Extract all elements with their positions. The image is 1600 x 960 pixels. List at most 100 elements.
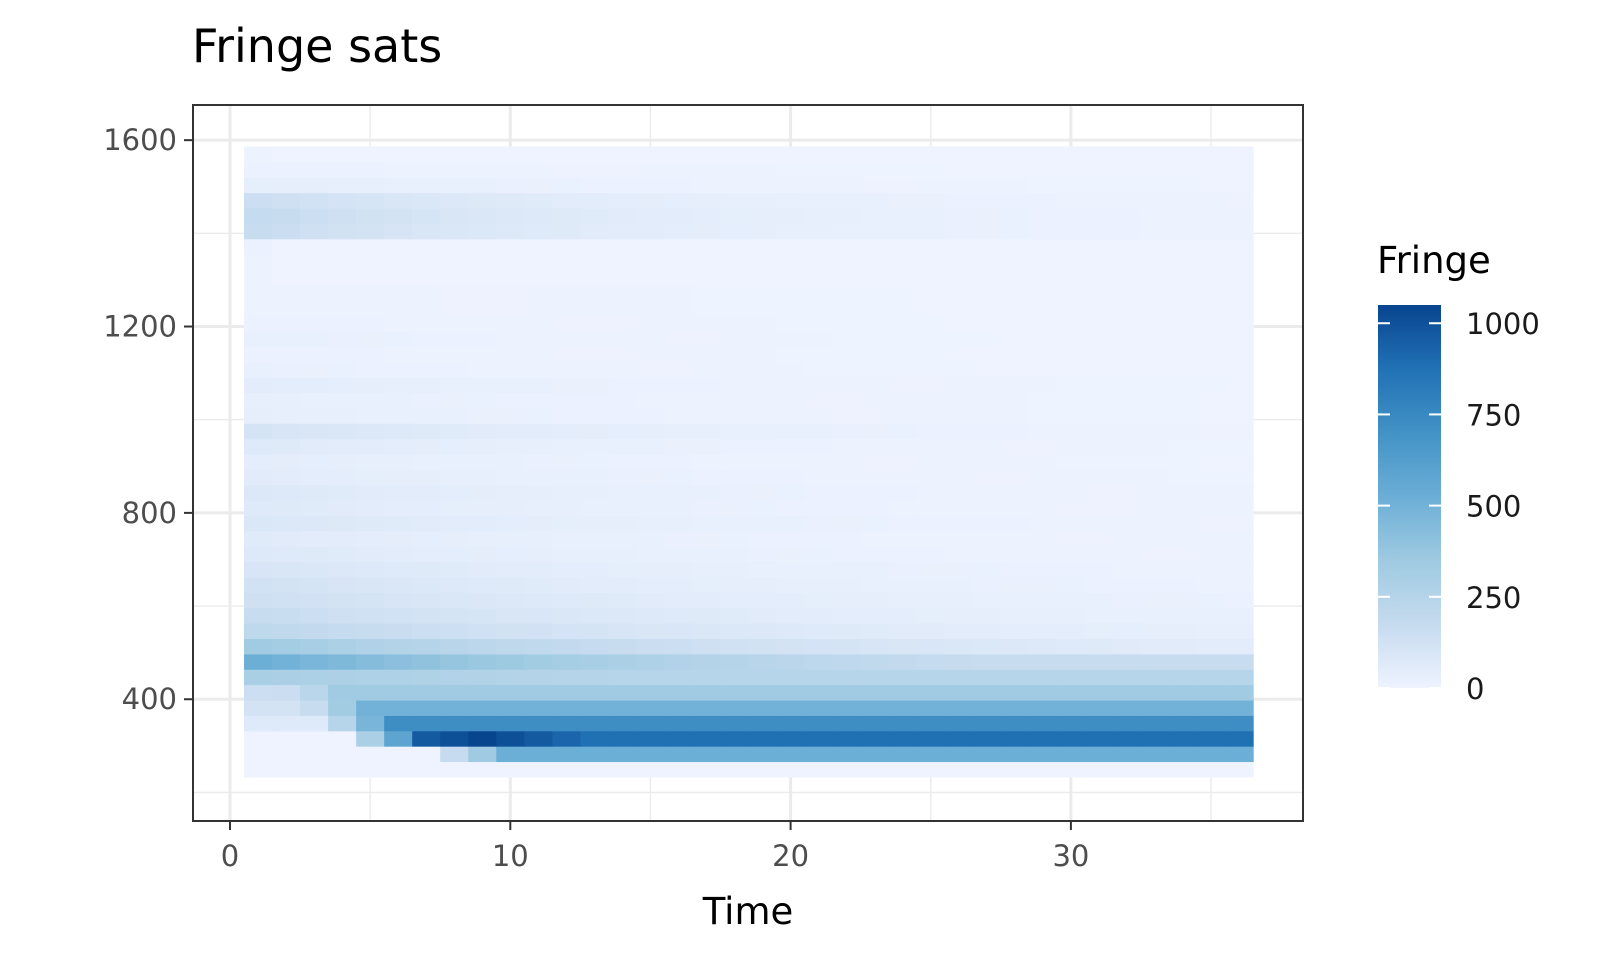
heatmap-cell [748, 300, 778, 317]
heatmap-cell [1000, 254, 1030, 271]
heatmap-cell [1225, 269, 1254, 286]
heatmap-cell [384, 207, 413, 224]
heatmap-cell [580, 546, 610, 563]
heatmap-cell [496, 207, 525, 224]
heatmap-cell [496, 146, 525, 163]
heatmap-cell [496, 500, 525, 517]
heatmap-cell [1028, 607, 1058, 624]
heatmap-cell [356, 330, 385, 347]
heatmap-cell [636, 300, 666, 317]
heatmap-cell [888, 730, 918, 747]
heatmap-cell [244, 392, 273, 409]
heatmap-cell [272, 161, 301, 178]
heatmap-cell [244, 638, 273, 655]
heatmap-cell [272, 207, 301, 224]
heatmap-cell [888, 592, 918, 609]
heatmap-cell [328, 500, 357, 517]
heatmap-cell [1056, 484, 1086, 501]
heatmap-cell [1084, 223, 1114, 240]
heatmap-cell [776, 469, 806, 486]
heatmap-cell [1028, 377, 1058, 394]
heatmap-cell [804, 377, 834, 394]
heatmap-cell [580, 592, 610, 609]
heatmap-cell [1197, 192, 1226, 209]
heatmap-cell [664, 530, 694, 547]
heatmap-cell [664, 361, 694, 378]
heatmap-cell [496, 346, 525, 363]
heatmap-cell [608, 561, 638, 578]
heatmap-cell [244, 484, 273, 501]
heatmap-cell [1028, 315, 1058, 332]
heatmap-cell [776, 161, 806, 178]
heatmap-cell [1112, 607, 1142, 624]
heatmap-cell [1000, 484, 1030, 501]
heatmap-cell [552, 392, 581, 409]
heatmap-cell [412, 146, 441, 163]
heatmap-cell [860, 330, 890, 347]
heatmap-cell [1140, 146, 1170, 163]
heatmap-cell [496, 161, 525, 178]
heatmap-cell [440, 315, 469, 332]
heatmap-cell [972, 177, 1002, 194]
heatmap-cell [356, 146, 385, 163]
y-axis: 400 800 1200 1600 [103, 123, 193, 716]
heatmap-cell [748, 561, 778, 578]
heatmap-cell [440, 484, 469, 501]
heatmap-cell [412, 330, 441, 347]
heatmap-cell [468, 269, 497, 286]
heatmap-cell [244, 284, 273, 301]
heatmap-cell [356, 453, 385, 470]
heatmap-cell [832, 530, 862, 547]
heatmap-cell [1084, 530, 1114, 547]
heatmap-cell [468, 392, 497, 409]
heatmap-cell [412, 469, 441, 486]
heatmap-cell [692, 669, 722, 686]
heatmap-cell [664, 192, 694, 209]
heatmap-cell [468, 761, 497, 778]
heatmap-cell [944, 607, 974, 624]
heatmap-cell [888, 469, 918, 486]
heatmap-cell [496, 407, 525, 424]
heatmap-cell [1169, 438, 1198, 455]
heatmap-cell [636, 623, 666, 640]
heatmap-cell [580, 453, 610, 470]
heatmap-cell [580, 669, 610, 686]
heatmap-cell [916, 500, 946, 517]
heatmap-cell [776, 746, 806, 763]
heatmap-cell [664, 346, 694, 363]
heatmap-cell [804, 746, 834, 763]
heatmap-cell [244, 146, 273, 163]
heatmap-cell [804, 146, 834, 163]
heatmap-cell [776, 546, 806, 563]
heatmap-cell [300, 192, 329, 209]
heatmap-cell [692, 623, 722, 640]
heatmap-cell [804, 530, 834, 547]
heatmap-cell [916, 315, 946, 332]
heatmap-cell [356, 699, 385, 716]
heatmap-cell [832, 484, 862, 501]
heatmap-cell [468, 223, 497, 240]
heatmap-cell [1028, 576, 1058, 593]
heatmap-cell [664, 392, 694, 409]
heatmap-cell [384, 377, 413, 394]
heatmap-cell [244, 746, 273, 763]
heatmap-cell [664, 315, 694, 332]
heatmap-cell [944, 592, 974, 609]
heatmap-cell [972, 546, 1002, 563]
heatmap-cell [580, 207, 610, 224]
heatmap-cell [440, 746, 469, 763]
heatmap-cell [272, 561, 301, 578]
heatmap-cell [748, 392, 778, 409]
heatmap-cell [440, 269, 469, 286]
heatmap-cell [692, 530, 722, 547]
heatmap-cell [832, 269, 862, 286]
heatmap-cell [1225, 576, 1254, 593]
heatmap-cell [1197, 207, 1226, 224]
heatmap-cell [412, 315, 441, 332]
heatmap-cell [244, 669, 273, 686]
heatmap-cell [552, 546, 581, 563]
heatmap-cell [524, 223, 553, 240]
heatmap-cell [1140, 515, 1170, 532]
heatmap-cell [636, 530, 666, 547]
heatmap-cell [1000, 392, 1030, 409]
